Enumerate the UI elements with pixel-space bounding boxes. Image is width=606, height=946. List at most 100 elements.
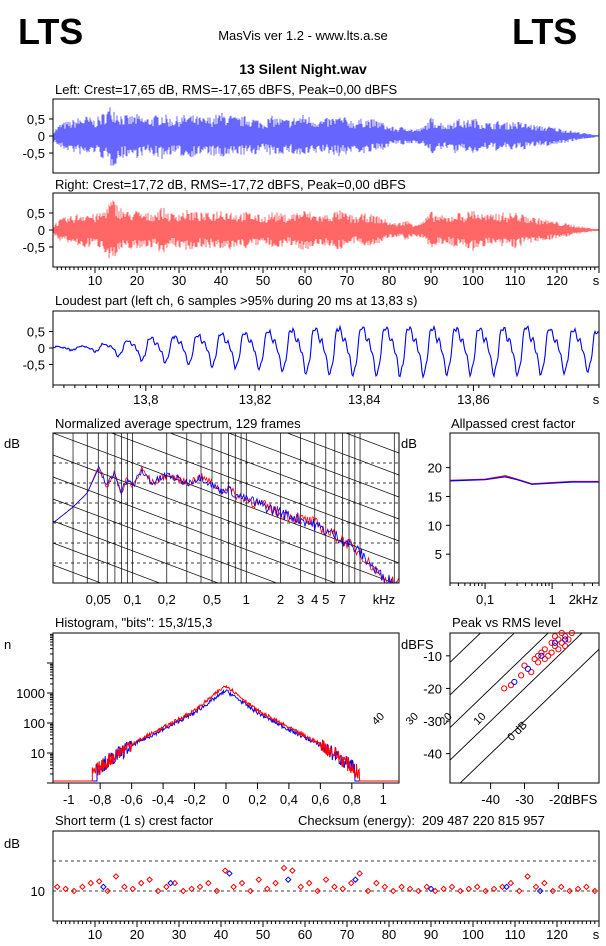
short-crest-frame (52, 830, 600, 922)
peak-rms-point-red (531, 655, 538, 663)
x-tick-label: 7 (339, 592, 346, 607)
crest-point-red (465, 885, 473, 893)
crest-point-red (297, 883, 305, 891)
peak-rms-point-red (548, 639, 555, 646)
crest-point-red (137, 879, 145, 887)
histogram-y-label: n (4, 637, 11, 652)
x-tick-label: 90 (424, 273, 438, 288)
x-tick-label: 50 (256, 273, 270, 288)
left-waveform-title: Left: Crest=17,65 dB, RMS=-17,65 dBFS, P… (55, 82, 397, 97)
peak-rms-point-red (545, 652, 552, 659)
checksum-value: 209 487 220 815 957 (422, 813, 545, 828)
x-tick-label: 1 (380, 792, 387, 807)
x-tick-label: 120 (546, 273, 568, 288)
crest-point-red (121, 883, 128, 891)
crest-point-red (154, 887, 162, 895)
loudest-part-frame (52, 310, 600, 386)
crest-point-red (482, 887, 489, 895)
right-waveform-panel: Right: Crest=17,72 dB, RMS=-17,72 dBFS, … (23, 177, 600, 288)
app-title: MasVis ver 1.2 - www.lts.a.se (218, 28, 388, 43)
peak-rms-point-red (534, 659, 542, 666)
y-tick-label: -0,5 (23, 358, 45, 373)
crest-point-red (62, 885, 69, 893)
y-tick-label: -80 (26, 556, 45, 571)
x-unit-label: s (593, 392, 600, 407)
y-tick-label: 5 (435, 547, 442, 562)
y-tick-label: -20 (423, 681, 442, 696)
crest-point-red (448, 883, 456, 891)
crest-point-red (255, 876, 263, 883)
crest-point-red (473, 883, 481, 891)
crest-point-red (188, 885, 195, 893)
crest-point-red (322, 876, 330, 883)
crest-point-red (146, 876, 153, 883)
peak-rms-point-blue (562, 636, 569, 643)
x-tick-label: 50 (256, 927, 270, 942)
crest-trace-blue (449, 476, 599, 485)
spectrum-panel: Normalized average spectrum, 129 frames … (4, 147, 400, 607)
right-waveform-trace (53, 200, 599, 259)
spectrum-traces (53, 464, 399, 583)
crest-point-blue (536, 887, 544, 895)
x-tick-label: 10 (88, 273, 102, 288)
y-tick-label: 1000 (16, 686, 45, 701)
spectrum-trace-blue (53, 465, 397, 583)
peak-rms-diagonals (450, 633, 599, 783)
short-crest-points (53, 864, 599, 895)
y-tick-label: -60 (26, 516, 45, 531)
peak-rms-point-red (565, 636, 572, 643)
crest-point-red (221, 867, 229, 874)
crest-point-red (289, 867, 296, 874)
x-tick-label: -40 (481, 792, 500, 807)
x-tick-label: 0,1 (123, 592, 141, 607)
crest-point-blue (503, 883, 510, 891)
x-tick-label: 20 (130, 273, 144, 288)
peak-rms-point-red (507, 682, 515, 689)
peak-rms-point-red (534, 652, 542, 659)
x-unit-label: kHz (576, 592, 598, 607)
crest-point-blue (167, 879, 174, 887)
short-crest-y-label: dB (4, 836, 20, 851)
grid-diagonal (53, 454, 395, 583)
y-tick-label: 100 (23, 716, 45, 731)
y-tick-label: -30 (26, 456, 45, 471)
crest-point-red (574, 885, 582, 893)
peak-rms-point-red (568, 629, 576, 637)
crest-point-red (557, 883, 565, 891)
crest-point-red (238, 879, 246, 887)
crest-point-red (314, 887, 321, 895)
x-tick-label: 13,82 (239, 392, 272, 407)
loudest-part-title: Loudest part (left ch, 6 samples >95% du… (55, 293, 417, 308)
x-tick-label: 110 (505, 927, 526, 942)
x-tick-label: 120 (546, 927, 568, 942)
crest-point-red (87, 879, 95, 887)
y-tick-label: 0,5 (27, 325, 45, 340)
grid-diagonal (53, 147, 399, 277)
diagonal-line (459, 648, 599, 783)
crest-point-red (305, 879, 313, 887)
peak-rms-point-blue (511, 678, 518, 686)
grid-diagonal (169, 433, 399, 520)
y-tick-label: 0 (38, 341, 45, 356)
x-tick-label: 60 (298, 927, 312, 942)
x-tick-label: 100 (462, 927, 484, 942)
histogram-traces (53, 684, 399, 782)
y-tick-label: -40 (423, 747, 442, 762)
crest-point-red (549, 887, 557, 895)
histogram-axes: 1000 100 10 -1 -0,8 -0,6 -0,4 -0,2 0 0,2 0,4 0,6 0,8… (16, 633, 387, 807)
x-tick-label: 0,5 (203, 592, 221, 607)
peak-rms-point-red (548, 649, 555, 656)
crest-point-red (163, 883, 170, 891)
histogram-panel: Histogram, "bits": 15,3/15,3 n 100010010… (4, 615, 400, 807)
right-waveform-title: Right: Crest=17,72 dB, RMS=-17,72 dBFS, … (55, 177, 406, 192)
spectrum-y-label: dB (4, 436, 20, 451)
crest-point-red (213, 887, 221, 895)
peak-rms-y-label: dBFS (401, 637, 434, 652)
x-tick-label: 4 (311, 592, 318, 607)
y-tick-label: 0 (38, 223, 45, 238)
logo-left: LTS (18, 11, 83, 52)
peak-rms-point-red (541, 655, 548, 663)
crest-point-red (356, 870, 363, 877)
loudest-part-axes: 0,50 -0,5 13,8 13,82 13,84 13,86 s (23, 325, 600, 408)
